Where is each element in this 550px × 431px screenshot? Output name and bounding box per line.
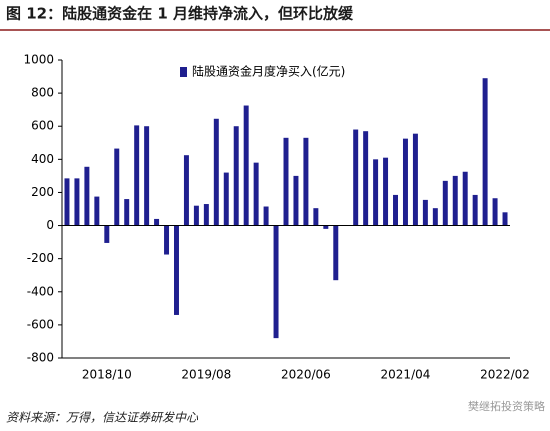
bar	[502, 212, 508, 226]
y-tick-label: 200	[31, 185, 54, 199]
bar	[64, 178, 70, 226]
bar	[193, 205, 199, 226]
y-tick-label: -200	[27, 251, 54, 265]
y-tick-label: -400	[27, 284, 54, 298]
bar	[273, 225, 279, 339]
y-tick-label: -600	[27, 317, 54, 331]
x-tick-label: 2019/08	[181, 368, 231, 382]
bar	[363, 131, 369, 226]
bar	[203, 204, 209, 226]
bar	[164, 225, 170, 255]
bar	[393, 194, 398, 226]
bar	[442, 180, 448, 226]
bar	[323, 225, 329, 229]
bar	[253, 162, 259, 226]
bar	[183, 155, 189, 226]
x-tick-label: 2018/10	[82, 368, 132, 382]
watermark: 樊继拓投资策略	[468, 399, 545, 413]
y-tick-label: 400	[31, 152, 54, 166]
y-tick-label: 0	[46, 218, 54, 232]
legend-swatch	[180, 67, 187, 77]
legend-label: 陆股通资金月度净买入(亿元)	[192, 64, 345, 79]
x-tick-label: 2021/04	[381, 368, 431, 382]
source-note: 资料来源：万得，信达证券研发中心	[6, 411, 199, 425]
bar	[114, 148, 120, 226]
bar	[333, 225, 339, 281]
bar	[452, 175, 458, 226]
bar	[283, 137, 289, 226]
bar	[303, 137, 309, 226]
bar	[383, 157, 389, 226]
bar	[124, 199, 130, 226]
bar	[243, 105, 249, 226]
bar	[144, 126, 150, 226]
bar	[74, 178, 80, 226]
chart-title: 图 12：陆股通资金在 1 月维持净流入，但环比放缓	[6, 5, 354, 23]
bar	[293, 175, 299, 226]
bar	[174, 225, 179, 315]
y-tick-label: 600	[31, 119, 54, 133]
bar	[263, 206, 269, 226]
x-tick-label: 2022/02	[480, 368, 530, 382]
bar	[353, 129, 359, 226]
bar	[213, 118, 219, 226]
bar	[482, 78, 488, 226]
bar	[412, 133, 418, 226]
bar	[422, 199, 428, 226]
bar	[104, 225, 110, 243]
bar	[432, 208, 438, 226]
bar	[134, 125, 140, 226]
bar	[94, 196, 100, 226]
bar	[373, 159, 379, 226]
bar	[402, 138, 408, 226]
y-tick-label: -800	[27, 351, 54, 365]
x-tick-label: 2020/06	[281, 368, 331, 382]
y-tick-label: 800	[31, 86, 54, 100]
bar	[223, 172, 229, 226]
bar	[472, 194, 478, 226]
bar	[84, 166, 90, 226]
bar	[154, 218, 160, 226]
bar	[313, 208, 319, 226]
y-tick-label: 1000	[23, 53, 54, 67]
bar	[492, 198, 498, 226]
bar	[233, 126, 239, 226]
bar	[462, 171, 468, 226]
